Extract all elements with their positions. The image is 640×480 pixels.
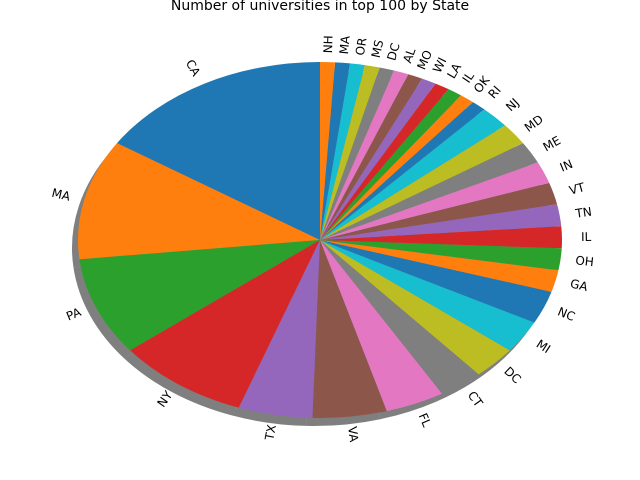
slice-nh xyxy=(320,62,336,240)
slice-vt xyxy=(320,182,558,240)
slice-nc xyxy=(320,240,552,323)
slice-label-ms: MS xyxy=(369,39,387,60)
slice-label-in: IN xyxy=(558,157,575,175)
slice-al xyxy=(320,70,409,241)
slice-la xyxy=(320,83,449,240)
slice-il xyxy=(320,226,562,249)
slice-label-md: MD xyxy=(522,112,546,135)
slice-label-al: AL xyxy=(400,46,418,65)
slice-label-dc: DC xyxy=(384,41,402,62)
slice-nj xyxy=(320,109,506,240)
slice-ma xyxy=(320,62,351,240)
slice-me xyxy=(320,143,538,240)
slice-label-ma: MA xyxy=(50,186,72,204)
slice-va xyxy=(312,240,387,418)
slice-fl xyxy=(320,240,443,412)
slice-il xyxy=(320,89,462,241)
slice-label-wi: WI xyxy=(430,55,449,75)
slice-label-ct: CT xyxy=(465,389,486,410)
slice-in xyxy=(320,162,550,240)
slice-label-mi: MI xyxy=(534,337,553,356)
slice-md xyxy=(320,125,524,240)
slice-tx xyxy=(238,240,320,418)
slice-dc xyxy=(320,67,395,240)
slice-label-me: ME xyxy=(541,133,564,154)
slice-or xyxy=(320,63,365,240)
slice-wi xyxy=(320,78,436,240)
slice-ri xyxy=(320,102,485,240)
slice-mi xyxy=(320,240,535,351)
slice-label-la: LA xyxy=(444,60,464,81)
slice-ca xyxy=(116,62,320,240)
slice-label-or: OR xyxy=(353,37,370,57)
slice-label-va: VA xyxy=(345,426,361,444)
slice-label-fl: FL xyxy=(416,411,434,429)
slice-label-tn: TN xyxy=(574,205,593,221)
pie-slices xyxy=(77,62,562,418)
slice-label-oh: OH xyxy=(575,253,595,269)
slice-mo xyxy=(320,74,423,241)
slice-label-vt: VT xyxy=(568,180,587,198)
chart-title: Number of universities in top 100 by Sta… xyxy=(171,0,469,14)
slice-label-ga: GA xyxy=(569,276,590,294)
slice-ma xyxy=(77,143,320,260)
slice-ok xyxy=(320,95,473,240)
slice-ct xyxy=(320,240,479,394)
slice-ga xyxy=(320,240,559,292)
slice-oh xyxy=(320,240,562,271)
slice-label-pa: PA xyxy=(64,305,84,324)
slice-label-nh: NH xyxy=(321,35,336,53)
slice-label-ca: CA xyxy=(183,57,204,79)
slice-tn xyxy=(320,204,562,240)
slice-label-il: IL xyxy=(581,230,592,244)
slice-label-dc: DC xyxy=(501,364,523,386)
slice-label-tx: TX xyxy=(262,423,279,442)
slice-pa xyxy=(79,240,320,351)
slice-label-ma: MA xyxy=(337,34,353,55)
slice-ms xyxy=(320,65,380,240)
slice-label-nj: NJ xyxy=(503,95,522,114)
slice-ny xyxy=(130,240,320,408)
slice-dc xyxy=(320,240,510,375)
slice-label-nc: NC xyxy=(556,304,577,324)
